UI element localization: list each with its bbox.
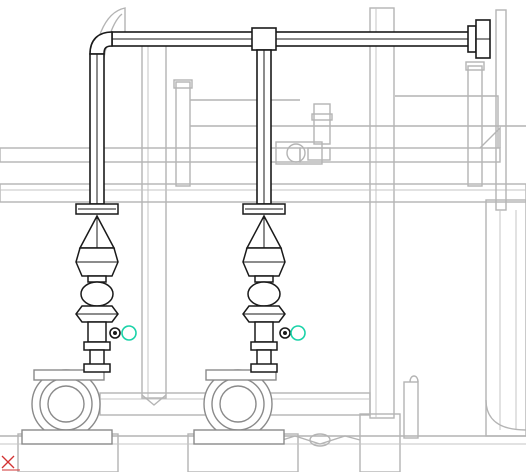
- valve-assembly-1[interactable]: [75, 214, 119, 373]
- circle-grip-icon[interactable]: [121, 325, 137, 341]
- main-header-pipe[interactable]: [89, 19, 491, 59]
- valve-assembly-2[interactable]: [242, 214, 286, 373]
- drop-pipe-2[interactable]: [242, 49, 286, 215]
- pump-casing-2[interactable]: [193, 369, 285, 445]
- pipe-connector-icon[interactable]: [279, 327, 291, 339]
- circle-grip-icon[interactable]: [290, 325, 306, 341]
- ucs-axis-icon: [1, 455, 20, 471]
- pipe-connector-icon[interactable]: [109, 327, 121, 339]
- pump-casing-1[interactable]: [21, 369, 113, 445]
- drop-pipe-1[interactable]: [75, 53, 119, 215]
